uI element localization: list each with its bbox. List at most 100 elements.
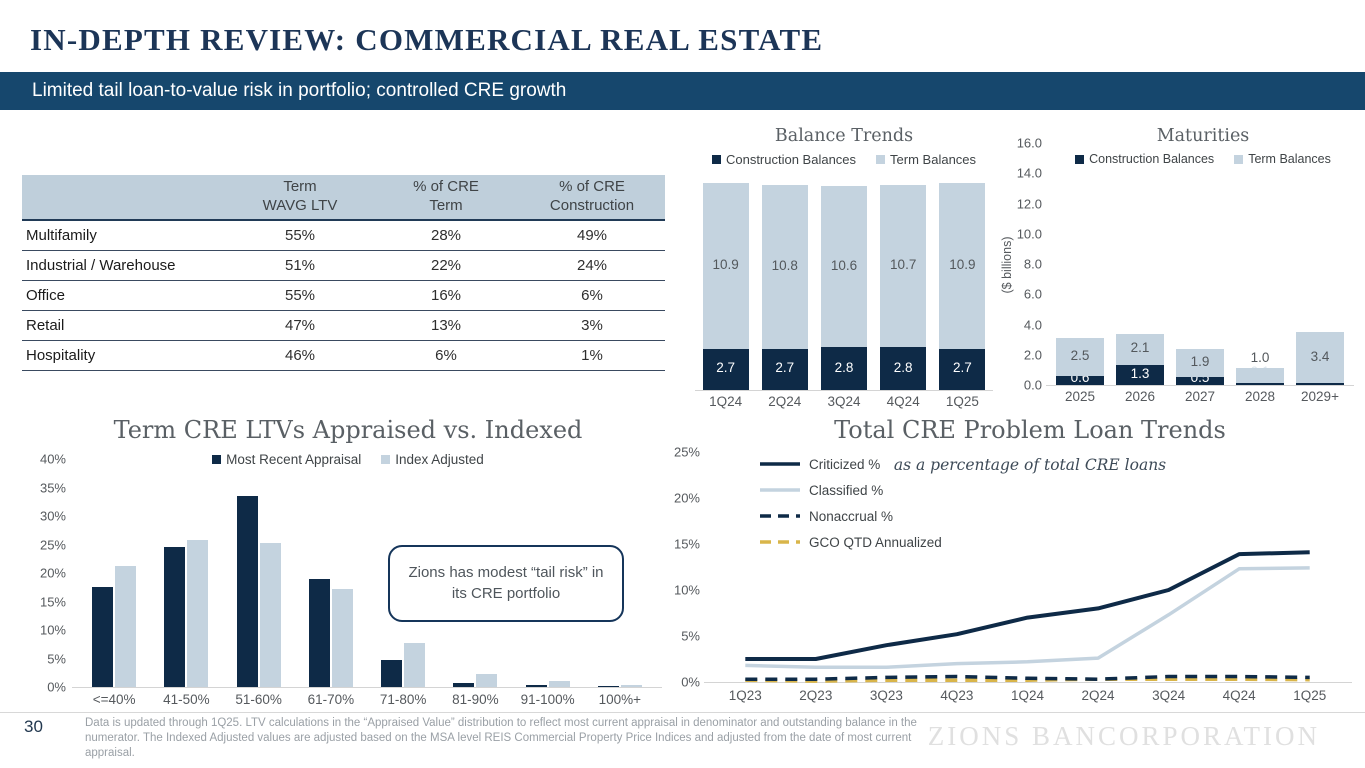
legend-marker	[711, 155, 721, 164]
legend-label: Construction Balances	[1089, 152, 1215, 166]
ltv-distribution-chart: Term CRE LTVs Appraised vs. Indexed Most…	[28, 414, 666, 712]
bar-segment	[381, 659, 403, 687]
chart-legend: Most Recent Appraisal Index Adjusted	[48, 452, 648, 467]
table-cell: 1%	[581, 347, 603, 364]
table-header-cell: % of CRE Term	[413, 178, 479, 214]
data-label: 10.9	[712, 257, 739, 273]
bar-segment	[880, 347, 927, 390]
legend-item: Most Recent Appraisal	[212, 452, 361, 467]
y-tick-label: 35%	[39, 480, 66, 495]
y-tick-label: 15%	[673, 536, 700, 552]
bar-segment	[1056, 375, 1104, 385]
maturities-chart: Maturities Construction Balances Term Bal…	[998, 126, 1358, 411]
y-tick-label: 15%	[39, 594, 66, 609]
table-row: Multifamily 55% 28% 49%	[22, 221, 665, 251]
y-tick-label: 16.0	[1016, 135, 1042, 151]
x-axis-line	[1046, 385, 1354, 386]
bar-segment	[821, 186, 867, 348]
bar-segment	[525, 684, 547, 687]
bar-segment	[702, 348, 749, 390]
bar-segment	[92, 587, 114, 687]
bar-segment	[548, 681, 570, 687]
table-cell: 55%	[284, 227, 316, 244]
x-tick-label: 4Q23	[940, 688, 974, 703]
legend-item: Construction Balances	[711, 152, 857, 167]
table-row: Hospitality 46% 6% 1%	[22, 341, 665, 371]
x-axis-line	[704, 682, 1352, 683]
legend-label: Term Balances	[890, 152, 977, 167]
x-tick-label: <=40%	[92, 692, 136, 707]
table-cell: 55%	[284, 287, 316, 304]
x-tick-label: 2Q23	[799, 688, 833, 703]
table-cell: 46%	[284, 347, 316, 364]
bar-segment	[620, 685, 642, 687]
table-cell: 13%	[430, 317, 462, 334]
legend-item: Term Balances	[1234, 152, 1331, 166]
table-cell: 51%	[284, 257, 316, 274]
bar-segment	[1236, 368, 1284, 384]
row-label: Industrial / Warehouse	[26, 257, 176, 274]
x-tick-label: 2025	[1064, 389, 1096, 404]
bar-segment	[1056, 338, 1104, 376]
table-cell: 3%	[581, 317, 603, 334]
table-header-cell: Term WAVG LTV	[262, 178, 338, 214]
bar-segment	[187, 539, 209, 687]
y-tick-label: 20%	[39, 565, 66, 581]
bar-segment	[1296, 332, 1344, 384]
y-tick-label: 40%	[39, 451, 66, 467]
bar-segment	[1176, 348, 1224, 378]
footer-divider	[0, 712, 1365, 713]
bar-segment	[476, 674, 498, 687]
y-tick-label: 5%	[681, 628, 700, 644]
line-series	[745, 674, 1310, 681]
table-row: Retail 47% 13% 3%	[22, 311, 665, 341]
chart-title: Maturities	[1156, 126, 1250, 146]
x-tick-label: 2028	[1244, 389, 1276, 404]
chart-title: Term CRE LTVs Appraised vs. Indexed	[113, 416, 583, 444]
bar-segment	[1116, 365, 1164, 385]
legend-label: Classified %	[809, 482, 884, 498]
y-tick-label: 20%	[673, 490, 700, 506]
y-tick-label: 12.0	[1016, 196, 1042, 211]
bar-segment	[1296, 383, 1344, 385]
line-plot	[745, 550, 1310, 683]
table-cell: 6%	[435, 347, 457, 364]
table-header-cell	[22, 175, 227, 219]
x-tick-label: 51-60%	[235, 692, 282, 707]
x-tick-label: 2027	[1184, 389, 1216, 404]
legend-marker	[212, 455, 222, 464]
y-tick-label: 6.0	[1023, 286, 1042, 302]
y-tick-label: 30%	[39, 508, 66, 524]
legend-label: Construction Balances	[725, 152, 857, 167]
x-tick-label: 3Q24	[1152, 688, 1186, 703]
y-tick-label: 10%	[39, 622, 66, 638]
x-tick-label: 41-50%	[163, 692, 210, 707]
bar-segment	[761, 348, 808, 390]
legend-item: Nonaccrual %	[760, 507, 893, 525]
bar-segment	[308, 578, 330, 687]
x-tick-label: 1Q24	[709, 394, 743, 409]
y-tick-label: 2.0	[1023, 347, 1042, 363]
problem-loan-trends-chart: Total CRE Problem Loan Trends as a perce…	[660, 414, 1362, 712]
subtitle-banner: Limited tail loan-to-value risk in portf…	[0, 72, 1365, 110]
x-axis-line	[72, 687, 662, 688]
table-header-cell: % of CRE Construction	[549, 178, 635, 214]
legend-marker	[760, 462, 800, 466]
legend-marker	[760, 514, 800, 518]
balance-trends-chart: Balance Trends Construction Balances Term…	[695, 126, 993, 411]
x-tick-label: 2026	[1124, 389, 1156, 404]
table-cell: 47%	[284, 317, 316, 334]
y-tick-label: 0%	[681, 674, 700, 690]
chart-subtitle: as a percentage of total CRE loans	[893, 456, 1167, 474]
y-tick-label: 25%	[39, 537, 66, 552]
x-tick-label: 61-70%	[307, 692, 355, 707]
line-series	[745, 566, 1310, 670]
company-logo: ZIONS BANCORPORATION	[927, 721, 1320, 751]
bar-segment	[1176, 377, 1224, 385]
y-tick-label: 5%	[47, 651, 66, 666]
x-tick-label: 71-80%	[379, 692, 427, 707]
bar-segment	[821, 347, 867, 390]
data-label: 10.9	[949, 257, 976, 273]
x-tick-label: 2029+	[1301, 389, 1339, 404]
